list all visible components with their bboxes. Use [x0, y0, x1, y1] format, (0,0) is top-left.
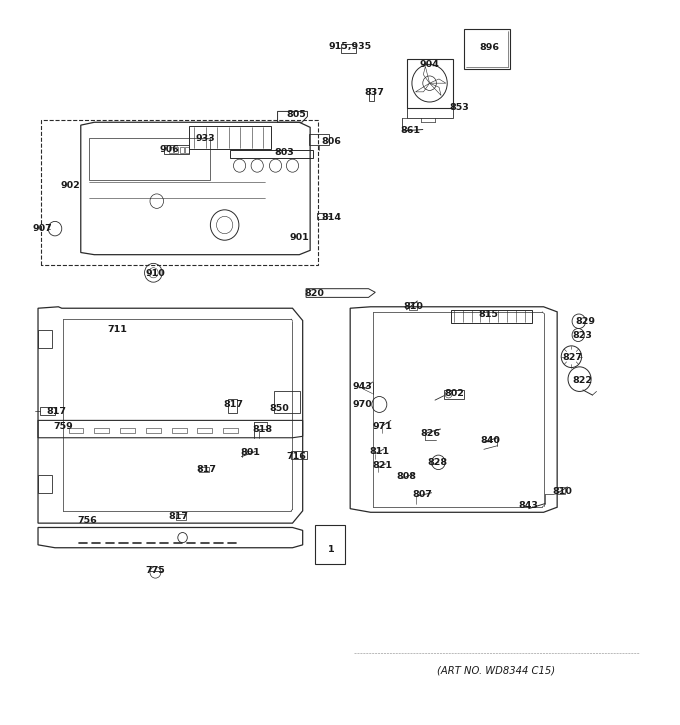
- Text: 817: 817: [169, 512, 188, 521]
- Bar: [69, 428, 84, 434]
- Bar: [409, 302, 417, 310]
- Text: 823: 823: [573, 331, 592, 340]
- Text: 850: 850: [269, 404, 289, 413]
- Text: 904: 904: [420, 60, 439, 69]
- Bar: [451, 310, 532, 323]
- Text: 759: 759: [53, 422, 73, 431]
- Text: 814: 814: [321, 213, 341, 223]
- Text: 811: 811: [369, 447, 390, 456]
- Text: 801: 801: [241, 449, 260, 457]
- Text: 843: 843: [518, 501, 538, 510]
- Bar: [223, 428, 238, 434]
- Text: 915,935: 915,935: [328, 42, 372, 51]
- Text: 1: 1: [328, 544, 335, 554]
- Text: 910: 910: [146, 269, 165, 278]
- Text: 817: 817: [224, 400, 243, 409]
- Bar: [40, 407, 55, 415]
- Text: 896: 896: [479, 44, 499, 52]
- Text: 806: 806: [321, 136, 341, 146]
- Text: 807: 807: [413, 490, 432, 500]
- Text: (ART NO. WD8344 C15): (ART NO. WD8344 C15): [437, 665, 555, 675]
- Text: 970: 970: [352, 400, 372, 409]
- Bar: [120, 428, 135, 434]
- Text: 817: 817: [197, 465, 216, 474]
- Bar: [315, 525, 345, 563]
- Text: 907: 907: [33, 224, 52, 233]
- Text: 808: 808: [396, 472, 417, 481]
- Text: 840: 840: [481, 436, 500, 445]
- Text: 821: 821: [373, 462, 393, 471]
- Bar: [464, 29, 509, 70]
- Text: 802: 802: [444, 389, 464, 398]
- Text: 933: 933: [196, 133, 216, 143]
- Text: 861: 861: [401, 126, 420, 136]
- Text: 711: 711: [107, 326, 127, 334]
- Bar: [369, 88, 374, 101]
- Text: 853: 853: [449, 102, 469, 112]
- Text: 943: 943: [352, 382, 372, 391]
- Text: 810: 810: [403, 302, 423, 311]
- Text: 906: 906: [159, 144, 179, 154]
- Bar: [274, 392, 300, 413]
- Text: 822: 822: [573, 376, 592, 385]
- Bar: [407, 59, 453, 108]
- Text: 810: 810: [553, 486, 573, 496]
- Bar: [185, 147, 189, 153]
- Text: 803: 803: [275, 148, 294, 157]
- Text: 775: 775: [146, 566, 165, 576]
- Bar: [172, 428, 186, 434]
- Text: 815: 815: [478, 310, 498, 319]
- Text: 971: 971: [373, 422, 392, 431]
- Text: 826: 826: [420, 429, 440, 438]
- Bar: [169, 147, 173, 153]
- Bar: [199, 467, 209, 473]
- Bar: [180, 147, 184, 153]
- Text: 818: 818: [252, 426, 272, 434]
- Text: 829: 829: [576, 317, 596, 326]
- Text: 820: 820: [304, 289, 324, 298]
- Text: 837: 837: [364, 88, 384, 97]
- Text: 827: 827: [562, 353, 582, 362]
- Text: 805: 805: [286, 109, 306, 119]
- Bar: [197, 428, 212, 434]
- Bar: [95, 428, 109, 434]
- Text: 901: 901: [290, 233, 309, 242]
- Bar: [89, 138, 209, 180]
- Text: 716: 716: [286, 452, 306, 461]
- Bar: [174, 147, 178, 153]
- Text: 817: 817: [46, 407, 67, 416]
- Bar: [175, 515, 186, 521]
- Bar: [557, 487, 565, 494]
- Text: 902: 902: [60, 181, 80, 190]
- Text: 756: 756: [78, 515, 97, 525]
- Text: 828: 828: [427, 458, 447, 467]
- Bar: [146, 428, 161, 434]
